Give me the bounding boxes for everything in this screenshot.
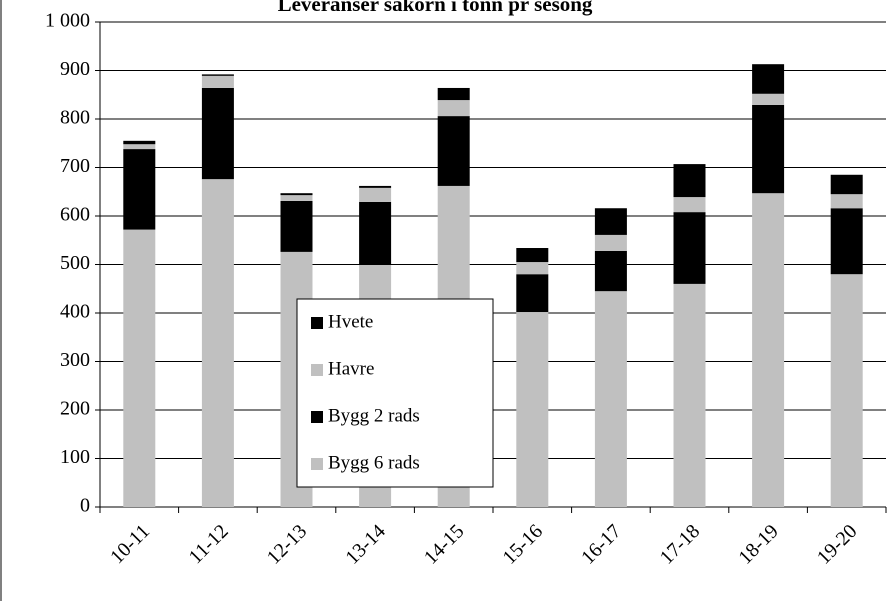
bar-segment	[594, 208, 627, 235]
y-tick-label: 300	[60, 349, 90, 371]
bar-segment	[830, 208, 863, 275]
x-tick-label: 11-12	[185, 520, 233, 568]
y-tick-label: 0	[80, 495, 90, 517]
x-tick-label: 18-19	[734, 520, 783, 569]
x-tick-label: 12-13	[263, 520, 312, 569]
bar-segment	[123, 149, 156, 230]
bar-segment	[830, 174, 863, 195]
bar-segment	[673, 164, 706, 198]
bar-segment	[673, 212, 706, 284]
legend-label: Hvete	[328, 311, 373, 332]
bar-segment	[752, 193, 785, 507]
legend-swatch	[311, 458, 323, 470]
x-tick-label: 15-16	[499, 520, 548, 569]
bar-segment	[516, 312, 549, 507]
x-tick-label: 19-20	[813, 520, 862, 569]
bar-segment	[437, 87, 470, 101]
bar-segment	[752, 104, 785, 194]
x-tick-label: 10-11	[106, 520, 154, 568]
bar-segment	[516, 262, 549, 275]
y-tick-label: 1 000	[45, 10, 90, 32]
legend-swatch	[311, 411, 323, 423]
bar-segment	[201, 87, 234, 180]
bar-segment	[673, 197, 706, 213]
bar-segment	[594, 250, 627, 292]
legend-swatch	[311, 317, 323, 329]
y-tick-label: 100	[60, 446, 90, 468]
legend-box	[296, 298, 494, 488]
bar-segment	[830, 194, 863, 209]
legend-label: Bygg 2 rads	[328, 405, 420, 426]
bar-segment	[359, 187, 392, 202]
bar-segment	[752, 93, 785, 105]
bar-segment	[752, 64, 785, 94]
bar-segment	[594, 291, 627, 507]
bar-segment	[359, 201, 392, 265]
bar-segment	[830, 274, 863, 507]
y-tick-label: 500	[60, 252, 90, 274]
bar-segment	[516, 274, 549, 313]
x-tick-label: 14-15	[420, 520, 469, 569]
x-tick-label: 17-18	[656, 520, 705, 569]
bar-segment	[123, 140, 156, 145]
y-tick-label: 700	[60, 155, 90, 177]
bar-segment	[201, 75, 234, 88]
bar-segment	[280, 195, 313, 201]
legend-label: Bygg 6 rads	[328, 452, 420, 473]
bar-segment	[280, 193, 313, 196]
bar-segment	[359, 185, 392, 188]
bar-segment	[437, 100, 470, 117]
bar-segment	[123, 144, 156, 150]
bar-segment	[673, 283, 706, 507]
y-tick-label: 800	[60, 107, 90, 129]
y-tick-label: 200	[60, 398, 90, 420]
legend-label: Havre	[328, 358, 374, 379]
chart-title: Leveranser såkorn i tonn pr sesong	[278, 0, 593, 16]
y-tick-label: 400	[60, 301, 90, 323]
x-tick-label: 13-14	[341, 520, 390, 569]
bar-segment	[280, 200, 313, 252]
bar-segment	[516, 248, 549, 263]
bar-segment	[437, 116, 470, 186]
legend-swatch	[311, 364, 323, 376]
bar-segment	[123, 229, 156, 507]
y-tick-label: 600	[60, 204, 90, 226]
x-tick-label: 16-17	[577, 520, 626, 569]
bar-segment	[201, 74, 234, 76]
y-tick-label: 900	[60, 58, 90, 80]
bar-segment	[594, 234, 627, 251]
bar-segment	[201, 179, 234, 507]
